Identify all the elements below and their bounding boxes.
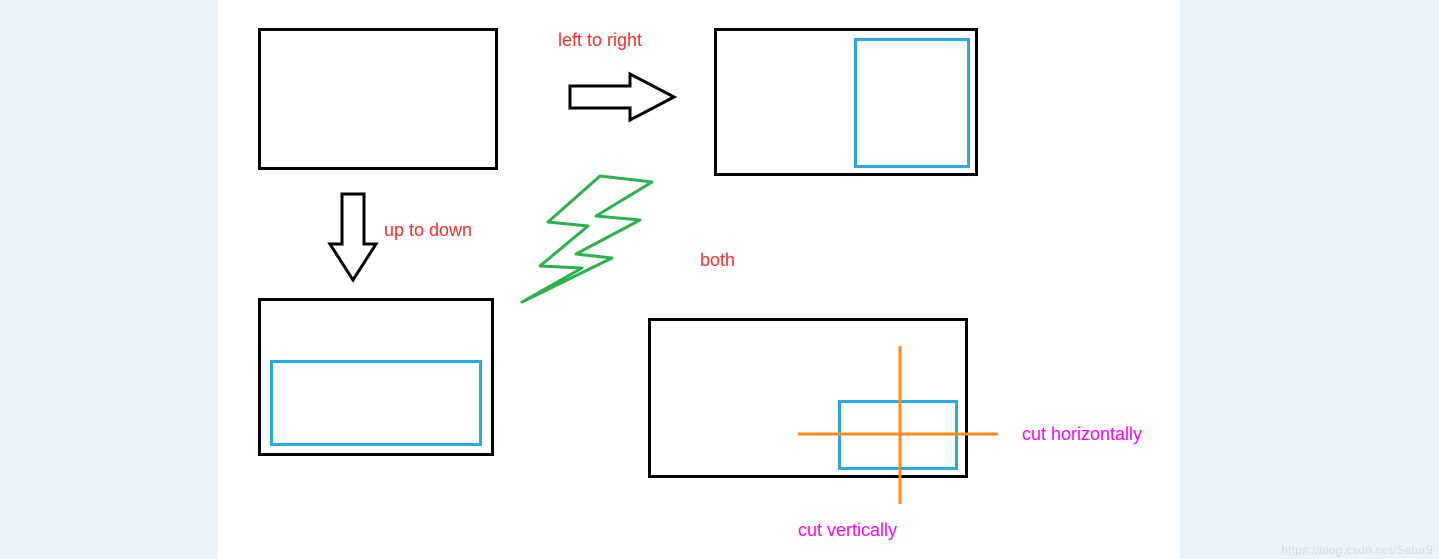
arrow-right-icon xyxy=(568,72,678,122)
page-root: left to right up to down both cut horizo… xyxy=(0,0,1439,559)
cut-vertical-line xyxy=(0,0,1439,559)
lightning-icon xyxy=(512,174,692,304)
label-left-to-right: left to right xyxy=(558,30,642,51)
label-both: both xyxy=(700,250,735,271)
label-cut-horizontally: cut horizontally xyxy=(1022,424,1142,445)
label-cut-vertically: cut vertically xyxy=(798,520,897,541)
arrow-down-icon xyxy=(328,192,378,284)
label-up-to-down: up to down xyxy=(384,220,472,241)
watermark-text: https://blog.csdn.net/Satur9 xyxy=(1281,543,1433,557)
